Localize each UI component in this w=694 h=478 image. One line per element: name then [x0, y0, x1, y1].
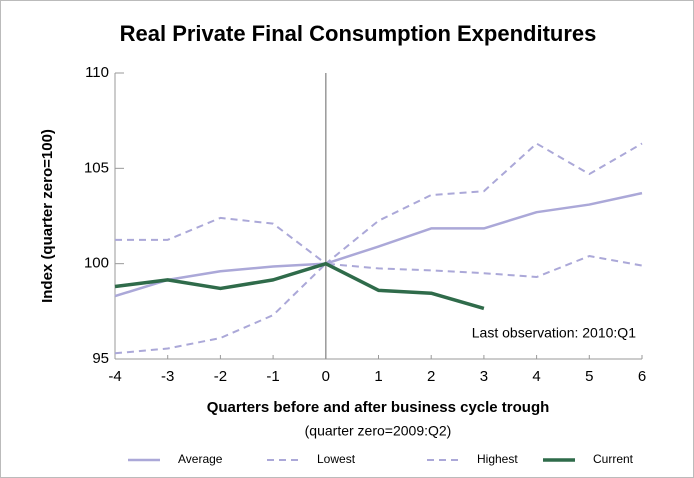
x-tick-label: -2	[214, 368, 227, 385]
x-tick-label: 3	[480, 368, 488, 385]
x-tick-label: 4	[532, 368, 540, 385]
y-tick-label: 110	[85, 64, 109, 81]
x-tick-label: 1	[374, 368, 382, 385]
legend-label: Highest	[477, 452, 518, 466]
x-tick-label: -4	[108, 368, 121, 385]
x-tick-label: -1	[266, 368, 279, 385]
x-tick-label: -3	[161, 368, 174, 385]
series-line	[114, 255, 643, 355]
y-tick-label: 105	[84, 159, 109, 176]
x-axis-sublabel: (quarter zero=2009:Q2)	[305, 423, 452, 439]
x-tick-label: 5	[585, 368, 593, 385]
annotation: Last observation: 2010:Q1	[472, 325, 636, 341]
chart-title: Real Private Final Consumption Expenditu…	[120, 21, 597, 46]
series-line	[115, 142, 643, 265]
x-tick-label: 0	[322, 368, 330, 385]
x-axis-label: Quarters before and after business cycle…	[207, 399, 550, 416]
x-tick-label: 6	[638, 368, 646, 385]
legend-label: Current	[593, 452, 634, 466]
legend-label: Average	[178, 452, 223, 466]
y-tick-label: 95	[92, 350, 109, 367]
series-line	[114, 261, 485, 311]
legend-label: Lowest	[317, 452, 356, 466]
series-line	[114, 191, 643, 298]
x-tick-label: 2	[427, 368, 435, 385]
y-tick-label: 100	[84, 255, 109, 272]
y-axis-label: Index (quarter zero=100)	[39, 129, 56, 303]
